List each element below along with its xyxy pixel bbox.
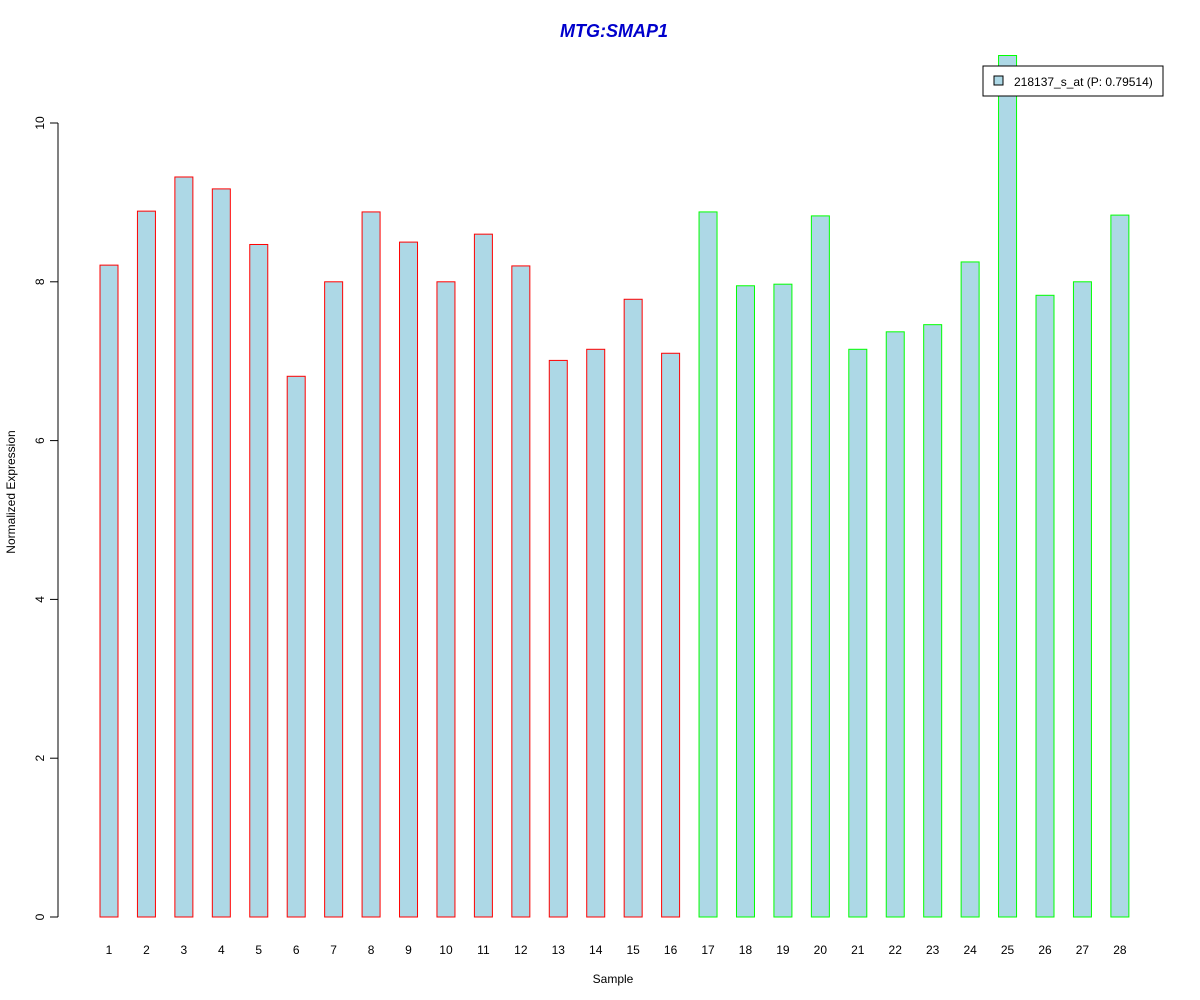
bar-sample-23: [923, 324, 943, 918]
bar-sample-24: [960, 261, 980, 918]
bar-sample-20: [810, 215, 830, 918]
y-tick-label: 10: [33, 116, 47, 130]
bar-sample-26: [1035, 294, 1055, 918]
x-axis-title: Sample: [593, 972, 634, 986]
bar-sample-13: [548, 359, 568, 918]
x-tick-label: 9: [405, 943, 412, 957]
bar-sample-11: [473, 233, 493, 918]
y-tick-label: 0: [33, 913, 47, 920]
y-tick-label: 6: [33, 437, 47, 444]
x-tick-label: 18: [739, 943, 753, 957]
bar-sample-12: [511, 265, 531, 918]
x-tick-label: 6: [293, 943, 300, 957]
chart-title: MTG:SMAP1: [560, 21, 668, 41]
bar-sample-2: [136, 210, 156, 918]
x-tick-label: 20: [814, 943, 828, 957]
x-tick-label: 10: [439, 943, 453, 957]
x-tick-label: 2: [143, 943, 150, 957]
bar-sample-8: [361, 211, 381, 918]
bar-sample-15: [623, 298, 643, 918]
x-tick-label: 26: [1038, 943, 1052, 957]
legend-swatch: [993, 75, 1004, 86]
bar-sample-9: [399, 241, 419, 918]
x-tick-label: 3: [181, 943, 188, 957]
x-tick-label: 1: [106, 943, 113, 957]
x-tick-label: 19: [776, 943, 790, 957]
x-tick-label: 5: [255, 943, 262, 957]
x-tick-label: 27: [1076, 943, 1090, 957]
bar-sample-3: [174, 176, 194, 918]
x-tick-label: 4: [218, 943, 225, 957]
x-tick-label: 28: [1113, 943, 1127, 957]
bar-sample-27: [1072, 281, 1092, 918]
y-tick-label: 8: [33, 278, 47, 285]
x-tick-label: 13: [552, 943, 566, 957]
x-tick-label: 24: [963, 943, 977, 957]
y-tick-label: 4: [33, 596, 47, 603]
bar-sample-7: [324, 281, 344, 918]
x-tick-label: 16: [664, 943, 678, 957]
x-tick-label: 22: [889, 943, 903, 957]
bar-sample-21: [848, 348, 868, 918]
bar-sample-4: [211, 188, 231, 918]
x-tick-label: 23: [926, 943, 940, 957]
y-tick-label: 2: [33, 755, 47, 762]
bar-sample-14: [586, 348, 606, 918]
bar-sample-19: [773, 283, 793, 918]
x-tick-label: 25: [1001, 943, 1015, 957]
x-tick-label: 8: [368, 943, 375, 957]
x-tick-label: 14: [589, 943, 603, 957]
x-tick-label: 15: [626, 943, 640, 957]
bar-sample-5: [249, 243, 269, 918]
legend-label: 218137_s_at (P: 0.79514): [1014, 75, 1153, 89]
y-axis-title: Normalized Expression: [4, 430, 18, 553]
bar-sample-10: [436, 281, 456, 918]
bar-sample-22: [885, 331, 905, 918]
bars: [99, 55, 1130, 918]
bar-sample-25: [998, 55, 1018, 918]
legend-box: [982, 65, 1164, 97]
x-tick-label: 21: [851, 943, 865, 957]
bar-sample-28: [1110, 214, 1130, 918]
x-tick-label: 12: [514, 943, 528, 957]
bar-sample-6: [286, 375, 306, 918]
y-axis: 0 2 4 6 8 10: [33, 116, 59, 920]
bar-sample-16: [661, 352, 681, 918]
bar-sample-18: [735, 285, 755, 918]
legend: 218137_s_at (P: 0.79514): [982, 65, 1164, 97]
x-axis-labels: 1 2 3 4 5 6 7 8 9 10 11 12 13 14 15 16 17 18 19 20 21 22 23 24 2…: [106, 943, 1127, 957]
bar-sample-1: [99, 264, 119, 918]
x-tick-label: 11: [477, 943, 490, 957]
x-tick-label: 17: [701, 943, 715, 957]
x-tick-label: 7: [330, 943, 337, 957]
bar-sample-17: [698, 211, 718, 918]
